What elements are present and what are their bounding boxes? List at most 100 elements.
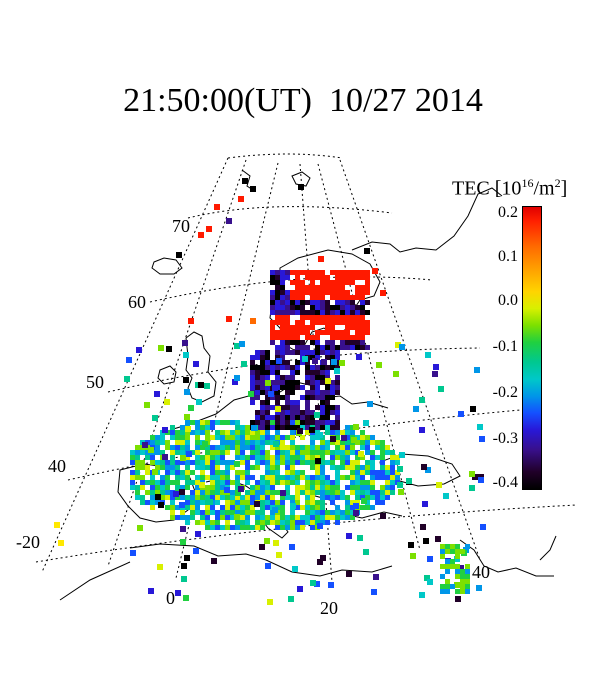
tec-cell <box>200 425 205 430</box>
tec-cell <box>385 450 390 455</box>
tec-cell <box>310 335 315 340</box>
tec-cell <box>185 465 190 470</box>
tec-cell <box>310 275 315 280</box>
tec-cell <box>185 515 190 520</box>
tec-cell <box>375 475 380 480</box>
tec-cell <box>265 355 270 360</box>
tec-cell <box>345 450 350 455</box>
tec-cell <box>240 525 245 530</box>
tec-cell <box>140 460 145 465</box>
tec-cell <box>350 445 355 450</box>
tec-cell <box>355 315 360 320</box>
tec-cell <box>190 430 195 435</box>
tec-cell <box>205 510 210 515</box>
tec-cell <box>398 489 404 495</box>
tec-cell <box>305 420 310 425</box>
tec-cell <box>479 436 485 442</box>
tec-cell <box>235 490 241 496</box>
tec-cell <box>280 410 285 415</box>
tec-cell <box>310 390 315 395</box>
lon-line-30 <box>317 163 421 551</box>
tec-cell <box>280 510 285 515</box>
tec-cell <box>300 320 305 325</box>
tec-cell <box>310 500 315 505</box>
tec-cell <box>330 460 335 465</box>
tec-cell <box>375 500 380 505</box>
colorbar-tick: 0.0 <box>498 292 518 309</box>
tec-cell <box>230 435 235 440</box>
tec-cell <box>360 320 365 325</box>
tec-cell <box>160 495 165 500</box>
tec-cell <box>245 480 250 485</box>
tec-cell <box>372 268 378 274</box>
tec-cell <box>270 455 275 460</box>
tec-cell <box>275 380 280 385</box>
tec-cell <box>230 500 235 505</box>
tec-cell <box>240 500 245 505</box>
tec-cell <box>245 465 250 470</box>
tec-cell <box>165 460 170 465</box>
tec-cell <box>395 475 400 480</box>
tec-cell <box>300 505 305 510</box>
tec-cell <box>185 430 190 435</box>
tec-cell <box>295 285 300 290</box>
tec-cell <box>220 460 225 465</box>
tec-cell <box>315 420 320 425</box>
tec-cell <box>460 569 465 574</box>
tec-cell <box>360 440 365 445</box>
tec-cell <box>310 385 315 390</box>
tec-cell <box>314 581 320 587</box>
tec-cell <box>130 450 135 455</box>
tec-cell <box>220 515 225 520</box>
tec-cell <box>206 226 212 232</box>
tec-cell <box>250 490 255 495</box>
tec-cell <box>148 588 154 594</box>
tec-cell <box>275 350 280 355</box>
tec-cell <box>235 480 240 485</box>
tec-cell <box>290 385 295 390</box>
tec-cell <box>155 485 160 490</box>
tec-cell <box>275 345 280 350</box>
tec-cell <box>315 520 320 525</box>
tec-cell <box>265 563 271 569</box>
tec-cell <box>285 455 290 460</box>
tec-cell <box>325 320 330 325</box>
tec-cell <box>300 280 305 285</box>
tec-cell <box>360 465 365 470</box>
tec-cell <box>250 430 255 435</box>
tec-cell <box>360 325 365 330</box>
tec-cell <box>205 505 210 510</box>
tec-cell <box>180 539 186 545</box>
tec-cell <box>345 510 350 515</box>
tec-cell <box>234 375 240 381</box>
tec-cell <box>305 365 310 370</box>
tec-cell <box>248 391 254 397</box>
tec-cell <box>185 426 191 432</box>
tec-cell <box>325 345 330 350</box>
tec-cell <box>250 420 255 425</box>
lat-label-50: 50 <box>86 372 104 392</box>
tec-cell <box>255 525 260 530</box>
tec-cell <box>465 544 470 549</box>
tec-cell <box>340 455 345 460</box>
tec-cell <box>350 485 355 490</box>
tec-cell <box>225 510 230 515</box>
tec-cell <box>260 375 265 380</box>
tec-cell <box>455 554 460 559</box>
tec-cell <box>455 564 460 569</box>
tec-cell <box>255 420 260 425</box>
tec-cell <box>330 280 335 285</box>
tec-cell <box>357 535 363 541</box>
tec-cell <box>290 325 295 330</box>
tec-cell <box>443 493 449 499</box>
tec-cell <box>330 436 336 442</box>
tec-cell <box>360 505 365 510</box>
tec-cell <box>335 305 340 310</box>
tec-cell <box>130 550 136 556</box>
lon-line-40 <box>339 159 481 561</box>
tec-cell <box>270 465 275 470</box>
tec-cell <box>350 475 355 480</box>
tec-cell <box>190 460 195 465</box>
tec-cell <box>310 465 315 470</box>
tec-cell <box>305 335 310 340</box>
